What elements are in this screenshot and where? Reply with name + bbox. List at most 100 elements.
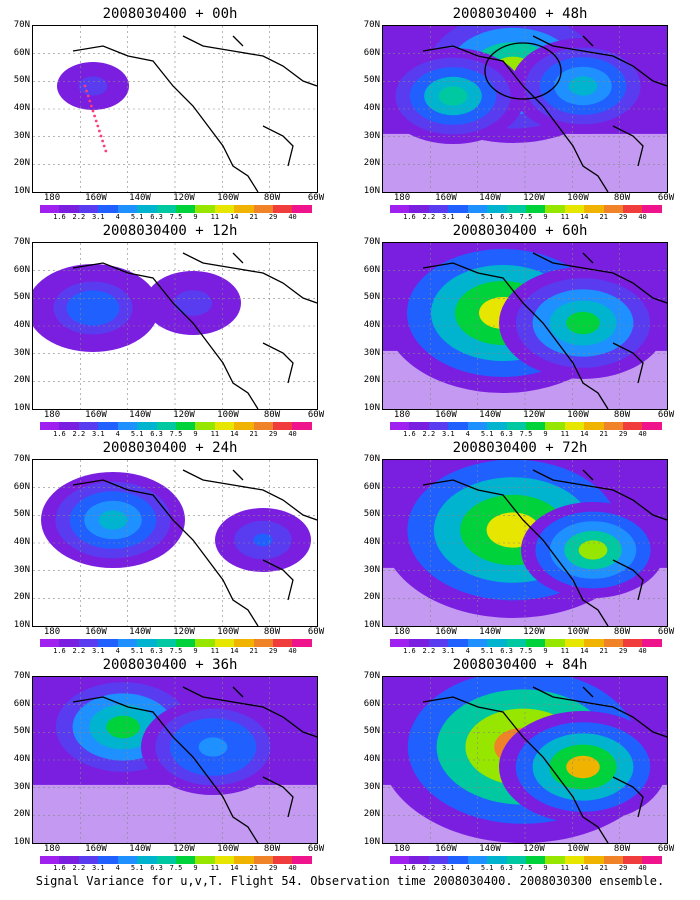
colorbar-swatch bbox=[59, 856, 79, 864]
colorbar-swatch bbox=[175, 639, 196, 647]
colorbar-swatch bbox=[195, 856, 215, 864]
colorbar-swatch bbox=[428, 639, 449, 647]
colorbar-label: 5.1 bbox=[130, 213, 144, 221]
colorbar-swatch bbox=[603, 422, 624, 430]
colorbar-label: 29 bbox=[618, 213, 628, 221]
colorbar-swatch bbox=[40, 205, 60, 213]
variance-contour bbox=[198, 737, 228, 757]
longitude-label: 120W bbox=[173, 410, 195, 420]
longitude-label: 100W bbox=[567, 410, 589, 420]
colorbar-swatch bbox=[175, 422, 196, 430]
colorbar-label: 7.5 bbox=[519, 213, 533, 221]
longitude-label: 60W bbox=[657, 410, 675, 420]
colorbar-label: 40 bbox=[288, 213, 297, 221]
colorbar-swatch bbox=[78, 422, 99, 430]
latitude-label: 10N bbox=[363, 403, 380, 413]
colorbar-label: 40 bbox=[288, 430, 297, 438]
variance-map bbox=[32, 676, 318, 844]
colorbar-swatch bbox=[642, 205, 662, 213]
colorbar-label: 4 bbox=[115, 430, 120, 438]
latitude-label: 30N bbox=[363, 781, 380, 792]
latitude-label: 70N bbox=[13, 671, 30, 681]
latitude-label: 60N bbox=[363, 481, 380, 492]
latitude-label: 40N bbox=[363, 537, 380, 547]
panel-title: 2008030400 + 00h bbox=[102, 6, 238, 22]
latitude-label: 20N bbox=[363, 809, 380, 820]
colorbar-swatch bbox=[292, 422, 312, 430]
colorbar-swatch bbox=[603, 639, 624, 647]
longitude-label: 180 bbox=[43, 193, 61, 203]
longitude-label: 140W bbox=[129, 627, 151, 637]
colorbar-label: 9 bbox=[193, 213, 198, 221]
panel-title: 2008030400 + 12h bbox=[102, 223, 238, 239]
colorbar-label: 11 bbox=[560, 647, 570, 655]
latitude-label: 50N bbox=[13, 292, 30, 303]
map-panel: 2008030400 + 48h 70N 60N 50N 40N 30N 20N 10N 180… bbox=[350, 5, 690, 221]
colorbar-label: 9 bbox=[193, 430, 198, 438]
colorbar-swatch bbox=[98, 422, 118, 430]
longitude-label: 60W bbox=[307, 410, 325, 420]
colorbar-swatch bbox=[525, 639, 546, 647]
latitude-label: 70N bbox=[13, 237, 30, 247]
colorbar-label: 9 bbox=[193, 647, 198, 655]
colorbar-swatch bbox=[409, 422, 429, 430]
longitude-label: 80W bbox=[263, 193, 281, 203]
longitude-label: 160W bbox=[435, 193, 457, 203]
colorbar-swatch bbox=[409, 856, 429, 864]
colorbar-label: 5.1 bbox=[480, 430, 494, 438]
coastline bbox=[72, 469, 317, 626]
colorbar-label: 7.5 bbox=[169, 213, 183, 221]
colorbar-label: 9 bbox=[543, 647, 548, 655]
latitude-label: 40N bbox=[13, 537, 30, 547]
latitude-label: 40N bbox=[363, 754, 380, 764]
colorbar-swatch bbox=[214, 205, 235, 213]
figure-caption: Signal Variance for u,v,T. Flight 54. Ob… bbox=[35, 874, 665, 888]
latitude-label: 20N bbox=[13, 592, 30, 603]
longitude-label: 120W bbox=[523, 193, 545, 203]
colorbar-label: 6.3 bbox=[500, 864, 513, 872]
coastline bbox=[72, 252, 317, 409]
colorbar-swatch bbox=[156, 205, 176, 213]
colorbar-label: 29 bbox=[618, 430, 628, 438]
colorbar-swatch bbox=[137, 422, 157, 430]
colorbar-swatch bbox=[390, 639, 410, 647]
colorbar-swatch bbox=[545, 422, 565, 430]
variance-map bbox=[32, 459, 318, 627]
colorbar-label: 2.2 bbox=[72, 213, 86, 221]
colorbar-label: 11 bbox=[560, 864, 570, 872]
colorbar-label: 4 bbox=[115, 213, 120, 221]
colorbar-label: 21 bbox=[599, 864, 608, 872]
colorbar-swatch bbox=[390, 422, 410, 430]
longitude-label: 60W bbox=[657, 627, 675, 637]
longitude-label: 60W bbox=[307, 844, 325, 854]
colorbar-swatch bbox=[545, 639, 565, 647]
colorbar-swatch bbox=[156, 639, 176, 647]
colorbar-swatch bbox=[98, 205, 118, 213]
longitude-label: 100W bbox=[567, 627, 589, 637]
colorbar-swatch bbox=[273, 205, 293, 213]
longitude-label: 80W bbox=[613, 410, 631, 420]
colorbar-swatch bbox=[564, 856, 585, 864]
colorbar-swatch bbox=[623, 422, 643, 430]
longitude-label: 100W bbox=[567, 193, 589, 203]
colorbar-swatch bbox=[234, 422, 254, 430]
longitude-label: 180 bbox=[393, 410, 411, 420]
colorbar-swatch bbox=[390, 205, 410, 213]
colorbar-swatch bbox=[292, 205, 312, 213]
colorbar-label: 1.6 bbox=[403, 647, 416, 655]
target-circle bbox=[484, 42, 562, 100]
colorbar-label: 1.6 bbox=[403, 430, 416, 438]
colorbar-label: 40 bbox=[288, 864, 297, 872]
colorbar-swatch bbox=[623, 856, 643, 864]
colorbar-label: 3.1 bbox=[441, 864, 455, 872]
colorbar-swatch bbox=[214, 856, 235, 864]
colorbar-swatch bbox=[156, 422, 176, 430]
colorbar-swatch bbox=[292, 856, 312, 864]
variance-contour bbox=[183, 296, 203, 310]
colorbar-swatch bbox=[175, 205, 196, 213]
colorbar-label: 2.2 bbox=[422, 213, 436, 221]
colorbar-label: 3.1 bbox=[91, 864, 105, 872]
colorbar-label: 1.6 bbox=[53, 213, 66, 221]
longitude-label: 140W bbox=[129, 193, 151, 203]
flight-track-point bbox=[83, 84, 87, 88]
